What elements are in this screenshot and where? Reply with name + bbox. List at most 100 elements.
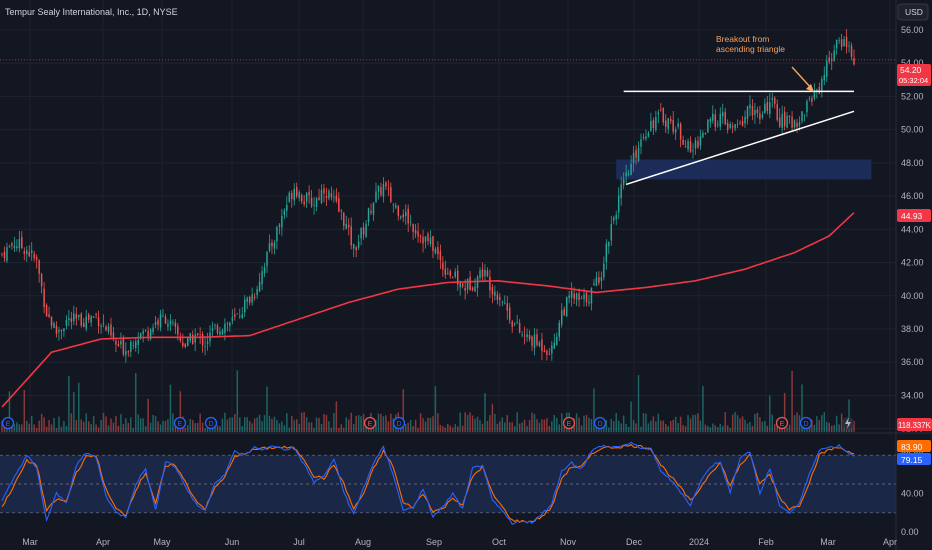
candle [774, 97, 776, 104]
candle [414, 230, 417, 234]
volume-bar [38, 420, 40, 432]
candle [756, 109, 759, 114]
candle [726, 123, 729, 130]
volume-bar [127, 423, 130, 432]
candle [367, 208, 370, 222]
volume-bar [669, 421, 672, 432]
candle [523, 335, 526, 337]
earnings-e-icon[interactable]: E [1, 416, 15, 430]
volume-bar [665, 424, 667, 432]
candle [40, 273, 43, 287]
candle [848, 45, 850, 47]
volume-bar [313, 427, 315, 432]
volume-bar [340, 424, 343, 432]
candle [551, 345, 553, 354]
earnings-e-icon[interactable]: E [775, 416, 789, 430]
volume-bar [234, 414, 236, 432]
candle [177, 326, 179, 335]
event-marker-letter: E [368, 421, 373, 428]
volume-bar [63, 420, 65, 432]
candle [513, 323, 516, 325]
candle [8, 246, 11, 248]
volume-bar [734, 412, 736, 432]
candle [845, 36, 848, 48]
volume-bar [350, 412, 352, 432]
volume-bar [248, 421, 251, 432]
candle [667, 118, 669, 129]
volume-bar [21, 424, 23, 432]
candle [142, 331, 144, 334]
candle [610, 223, 613, 241]
volume-bar [115, 416, 117, 432]
volume-bar [650, 420, 652, 432]
rising-support-trendline[interactable] [625, 110, 855, 186]
volume-bar [224, 412, 226, 432]
lightning-icon[interactable] [842, 417, 854, 429]
earnings-e-icon[interactable]: E [562, 416, 576, 430]
volume-bar [449, 425, 452, 432]
volume-bar [164, 420, 167, 432]
volume-bar [107, 425, 110, 432]
volume-bar [593, 388, 595, 432]
candle [107, 326, 110, 332]
candle [293, 188, 295, 201]
candle [699, 136, 702, 146]
time-tick-label: Jun [225, 537, 240, 547]
candle [105, 326, 107, 331]
price-tick-label: 48.00 [901, 158, 924, 168]
candle [603, 263, 605, 278]
moving-average-line [1, 212, 855, 408]
event-marker-ring [799, 416, 813, 430]
candle [402, 214, 404, 218]
candle [788, 115, 791, 117]
currency-button[interactable]: USD [897, 3, 929, 21]
volume-bar [328, 421, 330, 432]
volume-bar [117, 425, 120, 432]
volume-bar [835, 415, 838, 432]
dividend-d-icon[interactable]: D [799, 416, 813, 430]
volume-bar [303, 412, 305, 432]
volume-bar [474, 418, 476, 432]
volume-bar [774, 424, 776, 432]
volume-bar [122, 424, 125, 432]
candle [556, 336, 558, 345]
candle [766, 102, 769, 112]
volume-bar [390, 413, 392, 432]
candle [531, 336, 533, 346]
dividend-d-icon[interactable]: D [204, 416, 218, 430]
volume-bar [152, 414, 154, 432]
volume-bar [256, 417, 258, 432]
volume-bar [417, 427, 419, 432]
candle [343, 212, 345, 226]
dividend-d-icon[interactable]: D [392, 416, 406, 430]
candle [214, 324, 216, 326]
earnings-e-icon[interactable]: E [363, 416, 377, 430]
volume-bar [157, 421, 159, 432]
candle [387, 188, 390, 190]
volume-bar [377, 413, 380, 432]
candle [449, 270, 452, 277]
candle [808, 98, 811, 99]
candle [617, 195, 620, 213]
candle [682, 139, 684, 145]
candle [736, 124, 739, 126]
dividend-d-icon[interactable]: D [593, 416, 607, 430]
candle [184, 343, 187, 348]
candle [702, 132, 704, 138]
candle [412, 223, 414, 232]
candle [694, 140, 697, 149]
candle [43, 288, 45, 308]
volume-bar [380, 413, 382, 432]
candle [759, 112, 761, 120]
candle [818, 87, 821, 94]
volume-bar [184, 427, 187, 432]
candle [132, 345, 135, 346]
candle [536, 334, 538, 345]
volume-bar [424, 421, 427, 432]
volume-bar [112, 422, 115, 432]
volume-bar [73, 392, 75, 432]
earnings-e-icon[interactable]: E [173, 416, 187, 430]
volume-bar [253, 418, 256, 432]
candle [154, 322, 157, 325]
